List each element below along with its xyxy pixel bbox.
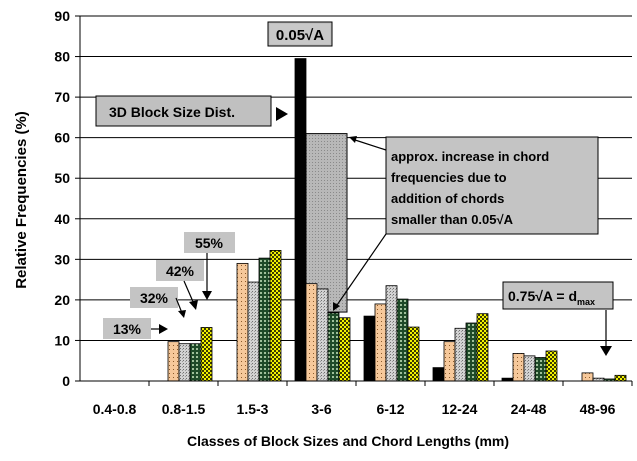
x-tick-label: 0.8-1.5 xyxy=(162,401,206,417)
annotation-dmax: 0.75√A = dmax xyxy=(502,281,614,356)
bar xyxy=(374,303,387,382)
bar xyxy=(269,250,282,382)
pct-arrowhead-32-icon xyxy=(178,310,186,318)
bar xyxy=(338,317,351,382)
pct-arrow-32 xyxy=(175,297,183,314)
increase-note-arrow-top xyxy=(351,138,387,151)
bar xyxy=(178,343,191,382)
increase-note-arrowhead-bottom-icon xyxy=(333,302,340,311)
bar xyxy=(581,372,594,382)
annotation-block-dist: 3D Block Size Dist. xyxy=(95,95,288,127)
bar xyxy=(385,285,398,382)
pct-label-55: 55% xyxy=(195,235,224,251)
x-axis-title: Classes of Block Sizes and Chord Lengths… xyxy=(187,433,509,449)
y-tick-label: 0 xyxy=(62,373,70,389)
pct-label-13: 13% xyxy=(113,321,142,337)
bar xyxy=(236,262,249,382)
bar xyxy=(534,357,547,382)
y-axis-title: Relative Frequencies (%) xyxy=(13,111,30,289)
dmax-subscript: max xyxy=(577,297,595,307)
pct-label-32: 32% xyxy=(140,290,169,306)
bar xyxy=(545,350,558,382)
bar xyxy=(305,283,318,382)
block-dist-label-text: 3D Block Size Dist. xyxy=(109,104,235,120)
pct-arrow-42 xyxy=(183,280,195,305)
bar xyxy=(294,58,307,382)
y-tick-label: 30 xyxy=(54,251,70,267)
increase-note-line-1: approx. increase in chord xyxy=(391,149,549,164)
increase-note-line-4: smaller than 0.05√A xyxy=(391,212,514,227)
y-tick-label: 40 xyxy=(54,211,70,227)
bar xyxy=(363,315,376,382)
shaded-increase-box xyxy=(305,133,348,313)
bar xyxy=(316,288,329,382)
y-tick-label: 60 xyxy=(54,130,70,146)
x-tick-label: 0.4-0.8 xyxy=(93,401,137,417)
bars xyxy=(167,58,627,382)
increase-note-arrowhead-top-icon xyxy=(349,136,357,143)
bar xyxy=(167,341,180,382)
top-label-text: 0.05√A xyxy=(276,27,324,44)
pct-arrowhead-55-icon xyxy=(202,291,212,300)
x-tick-label: 6-12 xyxy=(376,401,404,417)
bar xyxy=(523,355,536,382)
bar xyxy=(476,313,489,382)
bar xyxy=(200,327,213,382)
x-tick-label: 12-24 xyxy=(442,401,478,417)
x-tick-label: 48-96 xyxy=(580,401,616,417)
pct-arrowhead-42-icon xyxy=(189,300,198,310)
increase-note-line-2: frequencies due to xyxy=(391,170,507,185)
bar xyxy=(443,341,456,382)
bar xyxy=(247,281,260,382)
dmax-main: 0.75√A = d xyxy=(508,288,577,304)
y-tick-label: 70 xyxy=(54,89,70,105)
dmax-arrowhead-icon xyxy=(600,346,612,356)
bar xyxy=(432,367,445,382)
x-tick-labels: 0.4-0.8 0.8-1.5 1.5-3 3-6 6-12 12-24 24-48 48-9… xyxy=(93,401,616,417)
annotation-increase-note: approx. increase in chord frequencies du… xyxy=(333,136,599,311)
bar xyxy=(189,343,202,382)
increase-note-line-3: addition of chords xyxy=(391,191,504,206)
axes xyxy=(79,16,632,382)
x-tick-label: 24-48 xyxy=(511,401,547,417)
bar xyxy=(396,298,409,382)
pct-label-42: 42% xyxy=(166,263,195,279)
block-dist-arrow-icon xyxy=(276,107,288,121)
increase-note-arrow-bottom xyxy=(334,233,387,309)
dmax-label-text: 0.75√A = dmax xyxy=(508,288,595,307)
annotation-top-label: 0.05√A xyxy=(267,21,333,47)
pct-arrowhead-13-icon xyxy=(159,324,168,334)
y-tick-label: 20 xyxy=(54,292,70,308)
bar xyxy=(465,322,478,382)
bar xyxy=(454,327,467,382)
annotation-pct-labels: 55% 42% 32% 13% xyxy=(103,232,235,339)
bar xyxy=(327,312,340,382)
bar xyxy=(614,374,627,382)
bar xyxy=(512,353,525,382)
y-tick-label: 80 xyxy=(54,49,70,65)
y-tick-label: 10 xyxy=(54,332,70,348)
shaded-increase-region xyxy=(305,133,348,313)
x-tick-label: 3-6 xyxy=(311,401,331,417)
y-tick-label: 50 xyxy=(54,170,70,186)
x-tick-label: 1.5-3 xyxy=(237,401,269,417)
bar xyxy=(258,257,271,382)
bar xyxy=(407,326,420,382)
y-tick-label: 90 xyxy=(54,8,70,24)
y-tick-labels: 0 10 20 30 40 50 60 70 80 90 xyxy=(54,8,70,389)
